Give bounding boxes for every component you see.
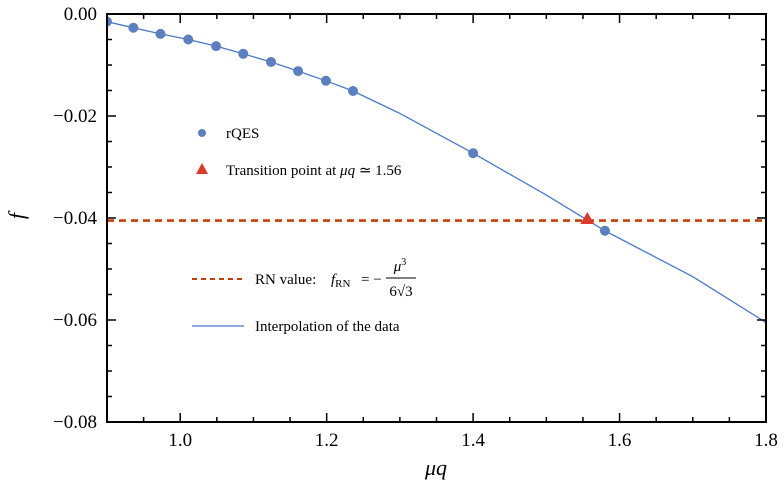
legend-rn-num: μ3	[393, 257, 407, 275]
legend-rn-sup: 3	[401, 257, 406, 268]
rqes-point	[468, 148, 479, 159]
rqes-point	[266, 56, 277, 67]
rqes-point	[107, 16, 112, 27]
y-axis-title: f	[4, 210, 29, 219]
legend-item-rqes: rQES	[198, 126, 259, 142]
legend-rn-sub: RN	[335, 278, 350, 290]
rqes-point	[293, 66, 304, 77]
legend-rn-prefix: RN value:	[255, 272, 316, 288]
y-tick-label: −0.06	[53, 310, 97, 331]
x-tick-label: 1.8	[754, 430, 778, 451]
rqes-point	[238, 48, 249, 59]
rqes-point	[320, 75, 331, 86]
legend-transition-marker	[196, 163, 208, 174]
plot-area	[107, 16, 766, 324]
legend-transition-suffix: ≃ 1.56	[355, 163, 402, 179]
legend-transition-prefix: Transition point at	[226, 163, 340, 179]
plot-frame	[106, 13, 767, 423]
y-tick-label: −0.02	[53, 106, 97, 127]
x-tick-label: 1.0	[168, 430, 192, 451]
rqes-point	[599, 225, 610, 236]
legend-transition-label: Transition point at μq ≃ 1.56	[226, 163, 402, 179]
legend-rqes-label: rQES	[226, 126, 259, 142]
y-tick-label: −0.08	[53, 412, 97, 433]
plot-clip-group	[107, 16, 766, 324]
tick-labels: 1.0 1.2 1.4 1.6 1.8 0.00 −0.02 −0.04 −0.06 −0.08	[53, 4, 778, 451]
x-tick-label: 1.6	[608, 430, 632, 451]
rqes-point	[211, 41, 222, 52]
legend-item-interp: Interpolation of the data	[192, 319, 400, 335]
rqes-point	[348, 86, 359, 97]
legend-rn-eq: = −	[361, 272, 382, 288]
legend-interp-label: Interpolation of the data	[255, 319, 400, 335]
legend-transition-math: μq	[339, 163, 356, 179]
legend-item-rn: RN value: fRN = − μ3 6√3	[192, 257, 416, 300]
y-tick-label: 0.00	[64, 4, 97, 25]
interpolation-line	[107, 21, 766, 324]
legend-rqes-marker	[198, 129, 206, 137]
rqes-point	[183, 34, 194, 45]
legend: rQES Transition point at μq ≃ 1.56 RN va…	[192, 126, 416, 335]
x-axis-title: μq	[424, 455, 447, 480]
legend-rn-den: 6√3	[389, 284, 412, 300]
x-tick-label: 1.2	[315, 430, 339, 451]
rqes-point	[155, 28, 166, 39]
legend-item-transition: Transition point at μq ≃ 1.56	[196, 163, 402, 179]
legend-rn-f: fRN	[331, 272, 351, 290]
ticks	[106, 13, 767, 423]
legend-rn-f-symbol: f	[331, 272, 337, 288]
rqes-point	[128, 22, 139, 33]
y-tick-label: −0.04	[53, 208, 97, 229]
x-tick-label: 1.4	[461, 430, 485, 451]
transition-point-marker	[580, 212, 595, 225]
legend-rn-mu: μ	[393, 259, 402, 275]
